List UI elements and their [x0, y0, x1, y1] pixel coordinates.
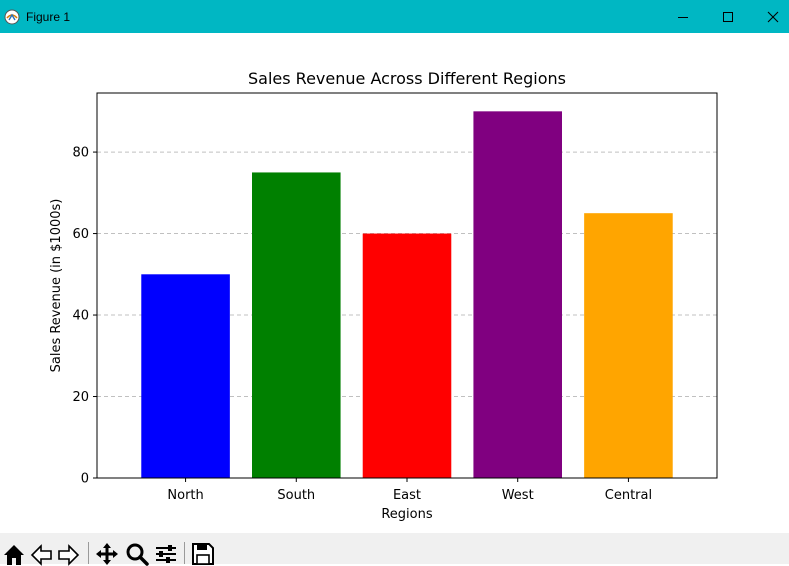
x-tick-label: South [277, 488, 315, 503]
back-arrow-icon[interactable] [30, 542, 54, 566]
toolbar-separator [88, 542, 89, 564]
home-icon[interactable] [2, 542, 26, 566]
x-tick-label: East [393, 488, 421, 503]
y-tick-label: 60 [72, 227, 89, 242]
figure-canvas: 0 20 40 60 80 North South East West Central Sale… [0, 33, 789, 533]
y-axis-ticks: 0 20 40 60 80 [72, 146, 97, 487]
maximize-button[interactable] [705, 0, 750, 33]
bar-central [584, 213, 673, 478]
window-titlebar: Figure 1 [0, 0, 789, 33]
bar-west [473, 111, 562, 478]
y-tick-label: 20 [72, 390, 89, 405]
navigation-toolbar [0, 533, 789, 566]
x-tick-label: North [167, 488, 203, 503]
y-axis-label: Sales Revenue (in $1000s) [49, 199, 64, 373]
zoom-magnifier-icon[interactable] [125, 542, 149, 566]
y-tick-label: 80 [72, 146, 89, 161]
pan-move-icon[interactable] [95, 542, 119, 566]
x-axis-label: Regions [381, 507, 433, 522]
bar-chart: 0 20 40 60 80 North South East West Central Sale… [49, 69, 718, 522]
x-tick-label: West [502, 488, 534, 503]
bar-east [362, 233, 452, 478]
save-disk-icon[interactable] [191, 542, 215, 566]
app-icon [4, 9, 20, 25]
minimize-icon [677, 16, 688, 18]
y-tick-label: 0 [81, 472, 89, 487]
bar-south [252, 172, 341, 478]
minimize-button[interactable] [660, 0, 705, 33]
maximize-icon [722, 11, 733, 22]
forward-arrow-icon[interactable] [56, 542, 80, 566]
window-title: Figure 1 [26, 10, 71, 24]
y-tick-label: 40 [72, 309, 89, 324]
close-button[interactable] [750, 0, 789, 33]
chart-title: Sales Revenue Across Different Regions [248, 69, 566, 88]
x-axis-ticks: North South East West Central [167, 478, 652, 503]
close-icon [767, 11, 778, 22]
x-tick-label: Central [605, 488, 652, 503]
bar-north [141, 274, 230, 478]
bars [141, 111, 673, 478]
configure-subplots-icon[interactable] [154, 542, 178, 566]
toolbar-separator [184, 542, 185, 564]
